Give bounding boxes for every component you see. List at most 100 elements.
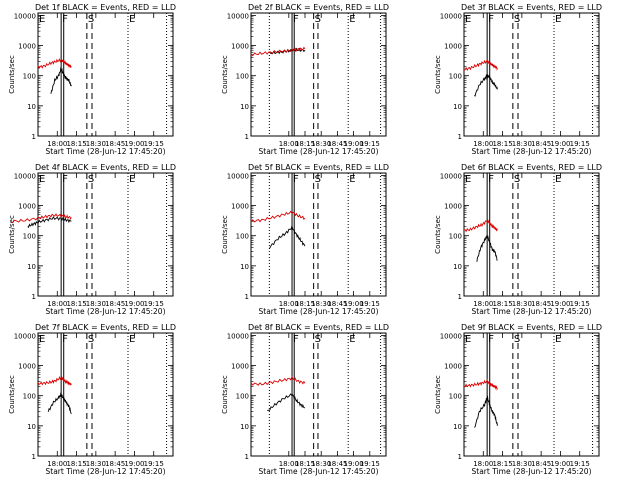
event-label: E [39,334,45,345]
y-tick-label: 10 [27,423,36,431]
x-tick-label: 18:15 [295,460,315,468]
y-tick-label: 100 [23,73,36,81]
y-tick-label: 10 [453,103,462,111]
event-label: E [555,174,561,185]
y-axis-label: Counts/sec [221,215,229,254]
y-tick-label: 1 [458,293,462,301]
x-tick-label: 18:15 [295,140,315,148]
events-series-line [27,215,72,229]
y-tick-label: 10 [27,103,36,111]
y-tick-label: 10000 [227,332,249,340]
x-tick-label: 19:15 [570,140,590,148]
y-tick-label: 100 [236,393,249,401]
x-tick-label: 19:00 [344,300,364,308]
y-tick-label: 100 [23,233,36,241]
event-label: S [514,334,520,345]
event-label: S [514,174,520,185]
y-tick-label: 1 [458,133,462,141]
y-tick-label: 1000 [231,203,249,211]
y-axis-label: Counts/sec [221,55,229,94]
event-label: E [129,14,135,25]
event-label: F [293,14,299,25]
events-series-line [474,73,498,97]
y-tick-label: 10000 [227,172,249,180]
y-tick-label: 1000 [444,43,462,51]
detector-panel: Det 5f BLACK = Events, RED = LLD 1 10 100 10… [221,163,389,316]
x-tick-label: 19:00 [550,140,570,148]
y-tick-label: 1 [245,133,249,141]
x-tick-label: 18:00 [473,140,493,148]
x-tick-label: 18:30 [86,140,106,148]
x-tick-label: 18:45 [531,460,551,468]
y-axis-label: Counts/sec [8,215,16,254]
y-axis-label: Counts/sec [221,375,229,414]
events-series-line [267,393,306,412]
panel-title: Det 4f BLACK = Events, RED = LLD [35,163,176,172]
event-label: E [465,174,471,185]
event-label: E [555,14,561,25]
x-tick-label: 19:15 [360,460,380,468]
x-tick-label: 18:15 [66,300,86,308]
event-label: F [488,174,494,185]
x-tick-label: 19:15 [144,140,164,148]
event-label: F [293,334,299,345]
x-tick-label: 18:00 [473,460,493,468]
x-tick-label: 18:30 [311,300,331,308]
lld-series-line [37,375,72,386]
y-tick-label: 100 [23,393,36,401]
x-axis-label: Start Time (28-Jun-12 17:45:20) [472,307,592,316]
plot-frame [37,172,174,297]
plot-frame [463,172,600,297]
x-tick-label: 18:15 [492,300,512,308]
x-tick-label: 19:15 [570,300,590,308]
x-tick-label: 18:15 [66,460,86,468]
x-tick-label: 19:00 [124,300,144,308]
x-tick-label: 18:00 [47,140,67,148]
x-axis-label: Start Time (28-Jun-12 17:45:20) [46,467,166,476]
events-series-line [269,224,306,249]
y-tick-label: 10 [240,263,249,271]
event-label: S [514,14,520,25]
event-label: E [129,174,135,185]
event-label: E [465,334,471,345]
event-label: S [88,174,94,185]
x-tick-label: 18:00 [279,300,299,308]
y-tick-label: 1000 [444,203,462,211]
event-label: F [62,174,68,185]
y-tick-label: 10 [27,263,36,271]
y-axis-label: Counts/sec [434,55,442,94]
x-tick-label: 18:00 [473,300,493,308]
event-label: E [465,14,471,25]
x-tick-label: 19:15 [360,140,380,148]
event-label: F [293,174,299,185]
event-label: F [488,14,494,25]
detector-panel: Det 4f BLACK = Events, RED = LLD 1 10 100 10… [8,163,176,316]
y-tick-label: 10000 [440,172,462,180]
y-axis-label: Counts/sec [434,375,442,414]
event-label: S [315,334,321,345]
x-axis-label: Start Time (28-Jun-12 17:45:20) [472,147,592,156]
detector-panel: Det 8f BLACK = Events, RED = LLD 1 10 100 10… [221,323,389,476]
event-label: E [129,334,135,345]
x-tick-label: 18:30 [86,300,106,308]
y-tick-label: 1000 [18,43,36,51]
event-label: S [315,14,321,25]
x-tick-label: 19:00 [124,140,144,148]
lld-series-line [250,376,306,386]
y-tick-label: 10 [240,103,249,111]
y-tick-label: 1 [245,293,249,301]
x-axis-label: Start Time (28-Jun-12 17:45:20) [259,467,379,476]
x-tick-label: 18:15 [66,140,86,148]
plot-frame [463,12,600,137]
x-tick-label: 18:45 [327,460,347,468]
x-tick-label: 18:30 [86,460,106,468]
x-tick-label: 19:15 [144,300,164,308]
plot-frame [250,12,387,137]
event-label: F [62,334,68,345]
x-tick-label: 18:45 [531,140,551,148]
y-tick-label: 10000 [14,332,36,340]
y-tick-label: 10 [240,423,249,431]
y-tick-label: 1 [32,133,36,141]
panel-title: Det 2f BLACK = Events, RED = LLD [248,3,389,12]
y-tick-label: 100 [236,233,249,241]
